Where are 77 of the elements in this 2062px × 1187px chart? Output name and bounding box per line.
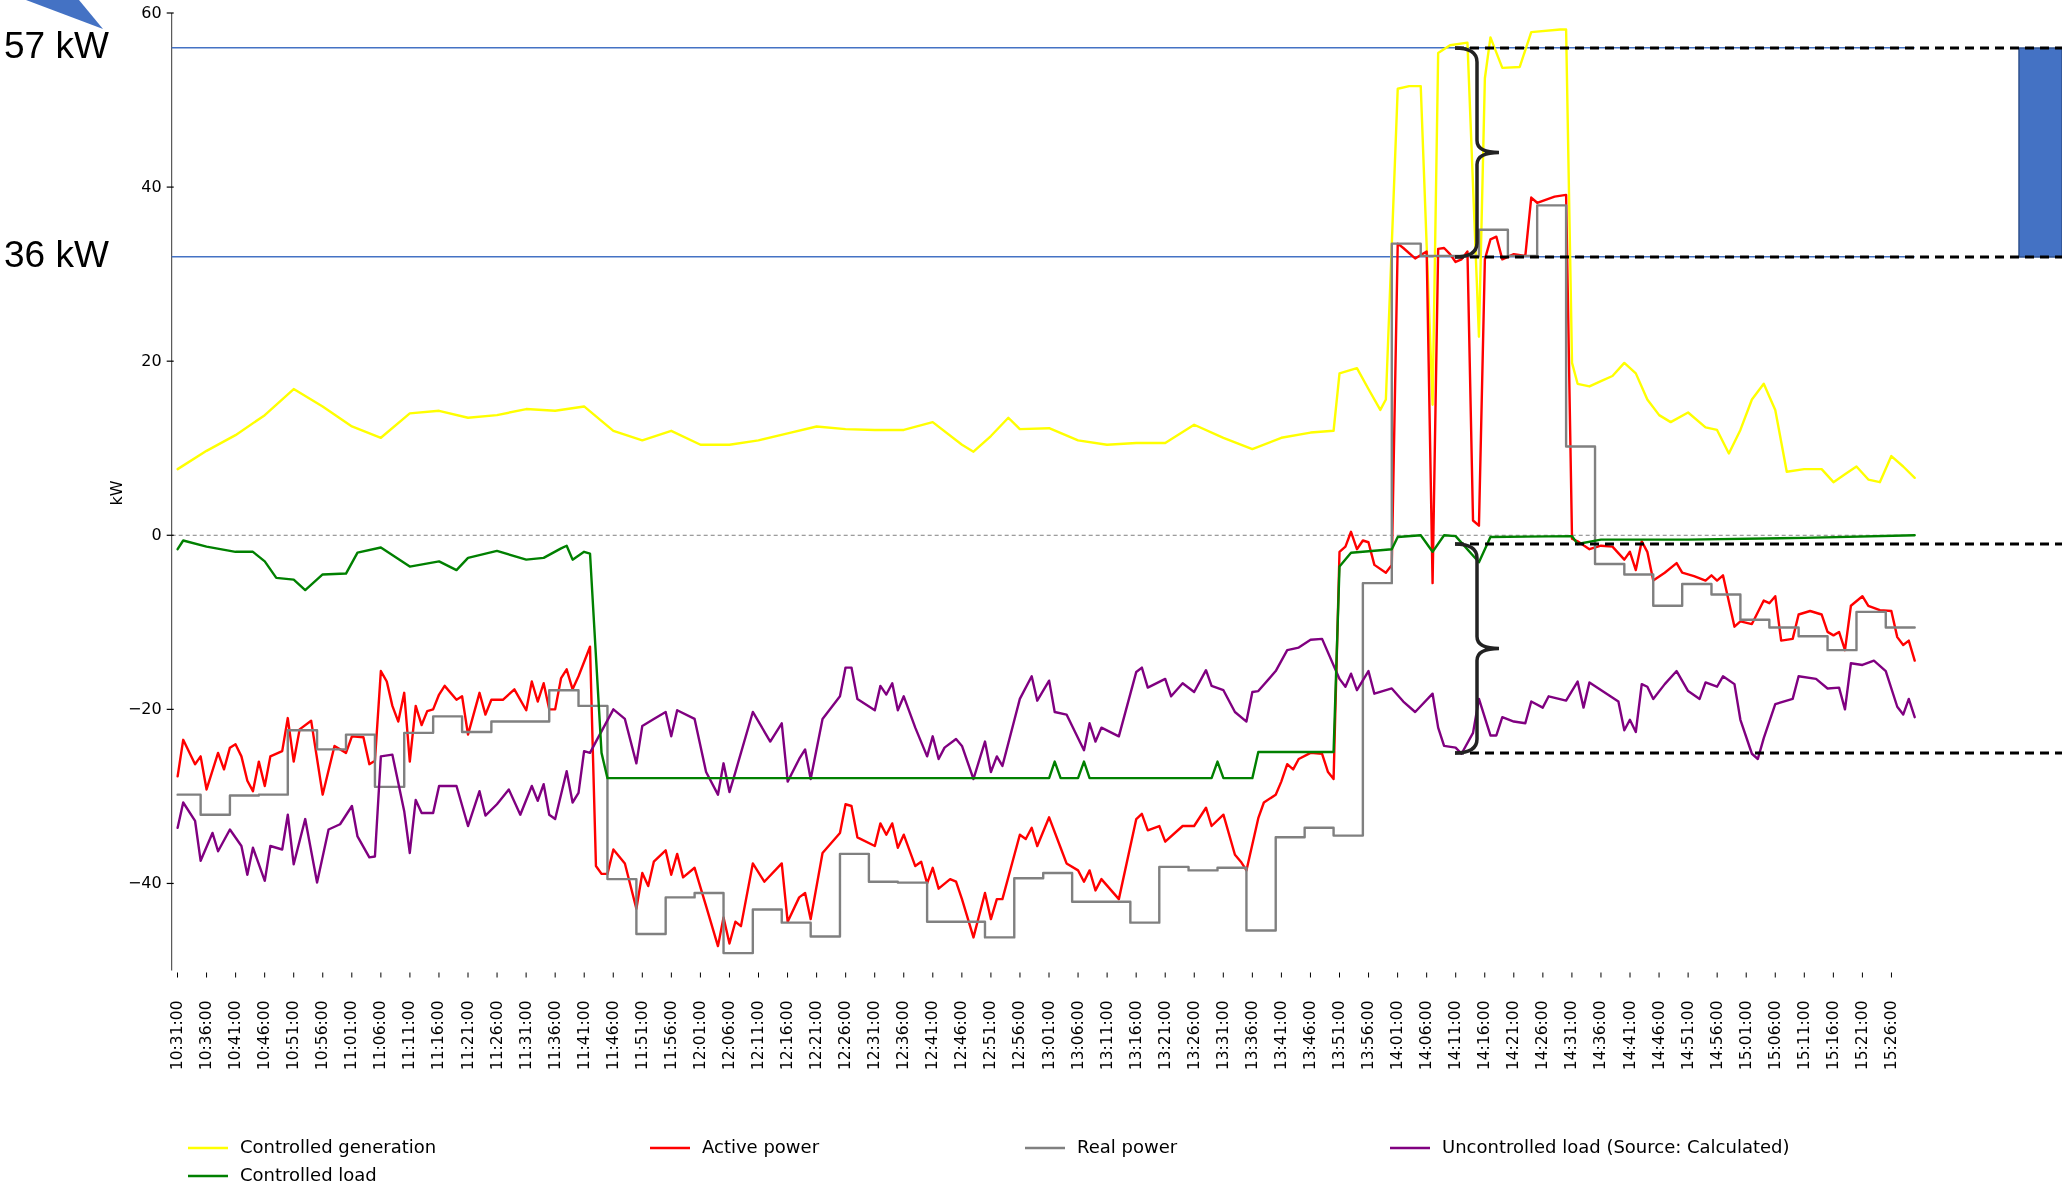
x-tick-label: 10:51:00	[284, 1000, 303, 1071]
y-tick-label: 0	[151, 524, 162, 544]
x-tick-label: 14:41:00	[1620, 1000, 1639, 1071]
x-tick-label: 11:31:00	[516, 1000, 535, 1071]
y-tick-label: 20	[141, 350, 162, 370]
x-tick-label: 12:36:00	[894, 1000, 913, 1071]
x-tick-label: 11:36:00	[545, 1000, 564, 1071]
x-tick-label: 11:11:00	[400, 1000, 419, 1071]
x-tick-label: 14:01:00	[1388, 1000, 1407, 1071]
x-tick-label: 13:46:00	[1300, 1000, 1319, 1071]
x-tick-label: 12:21:00	[807, 1000, 826, 1071]
x-tick-label: 13:51:00	[1330, 1000, 1349, 1071]
x-tick-label: 13:21:00	[1155, 1000, 1174, 1071]
legend-label: Real power	[1077, 1136, 1178, 1157]
x-tick-label: 13:41:00	[1271, 1000, 1290, 1071]
y-tick-label: 40	[141, 176, 162, 196]
y-tick-label: −20	[127, 698, 162, 718]
x-tick-label: 12:41:00	[923, 1000, 942, 1071]
y-tick-label: −40	[127, 872, 162, 892]
x-tick-label: 14:36:00	[1591, 1000, 1610, 1071]
x-tick-label: 15:26:00	[1881, 1000, 1900, 1071]
x-tick-label: 15:06:00	[1765, 1000, 1784, 1071]
legend-label: Uncontrolled load (Source: Calculated)	[1442, 1136, 1790, 1157]
y-axis-title: kW	[106, 480, 126, 506]
y-tick-label: 60	[141, 2, 162, 22]
x-tick-label: 14:31:00	[1562, 1000, 1581, 1071]
x-tick-label: 11:41:00	[574, 1000, 593, 1071]
x-tick-label: 14:51:00	[1678, 1000, 1697, 1071]
x-tick-label: 13:01:00	[1039, 1000, 1058, 1071]
x-tick-label: 11:16:00	[429, 1000, 448, 1071]
x-tick-label: 12:06:00	[719, 1000, 738, 1071]
line-series	[176, 534, 1916, 780]
x-tick-label: 11:51:00	[632, 1000, 651, 1071]
x-tick-label: 11:21:00	[458, 1000, 477, 1071]
x-tick-label: 10:56:00	[313, 1000, 332, 1071]
x-tick-label: 11:46:00	[603, 1000, 622, 1071]
x-tick-label: 11:06:00	[371, 1000, 390, 1071]
x-tick-label: 12:26:00	[836, 1000, 855, 1071]
x-tick-label: 11:56:00	[661, 1000, 680, 1071]
ref-line-label: 36 kW	[4, 233, 109, 275]
x-tick-label: 13:16:00	[1126, 1000, 1145, 1071]
legend-label: Active power	[702, 1136, 820, 1157]
x-tick-label: 14:56:00	[1707, 1000, 1726, 1071]
x-tick-label: 12:16:00	[778, 1000, 797, 1071]
x-tick-label: 12:56:00	[1010, 1000, 1029, 1071]
x-tick-label: 12:51:00	[981, 1000, 1000, 1071]
x-tick-label: 13:31:00	[1213, 1000, 1232, 1071]
x-tick-label: 11:26:00	[487, 1000, 506, 1071]
x-tick-label: 15:16:00	[1823, 1000, 1842, 1071]
x-tick-label: 14:16:00	[1475, 1000, 1494, 1071]
x-tick-label: 10:31:00	[168, 1000, 187, 1071]
x-tick-label: 12:01:00	[690, 1000, 709, 1071]
x-tick-label: 14:06:00	[1417, 1000, 1436, 1071]
legend-label: Controlled generation	[240, 1136, 437, 1157]
x-tick-label: 13:56:00	[1359, 1000, 1378, 1071]
x-tick-label: 12:46:00	[952, 1000, 971, 1071]
x-tick-label: 14:26:00	[1533, 1000, 1552, 1071]
x-tick-label: 15:11:00	[1794, 1000, 1813, 1071]
x-tick-label: 10:36:00	[197, 1000, 216, 1071]
x-tick-label: 13:06:00	[1068, 1000, 1087, 1071]
x-tick-label: 10:41:00	[226, 1000, 245, 1071]
ref-line-label: 57 kW	[4, 24, 109, 66]
x-tick-label: 14:46:00	[1649, 1000, 1668, 1071]
x-tick-label: 14:21:00	[1504, 1000, 1523, 1071]
legend-label: Controlled load	[240, 1164, 377, 1185]
x-tick-label: 11:01:00	[342, 1000, 361, 1071]
x-tick-label: 15:21:00	[1852, 1000, 1871, 1071]
x-tick-label: 13:11:00	[1097, 1000, 1116, 1071]
line-series	[176, 637, 1916, 884]
x-tick-label: 14:11:00	[1446, 1000, 1465, 1071]
x-tick-label: 12:11:00	[749, 1000, 768, 1071]
x-tick-label: 13:26:00	[1184, 1000, 1203, 1071]
x-tick-label: 10:46:00	[255, 1000, 274, 1071]
x-tick-label: 12:31:00	[865, 1000, 884, 1071]
x-tick-label: 13:36:00	[1242, 1000, 1261, 1071]
x-tick-label: 15:01:00	[1736, 1000, 1755, 1071]
line-series	[176, 28, 1916, 484]
